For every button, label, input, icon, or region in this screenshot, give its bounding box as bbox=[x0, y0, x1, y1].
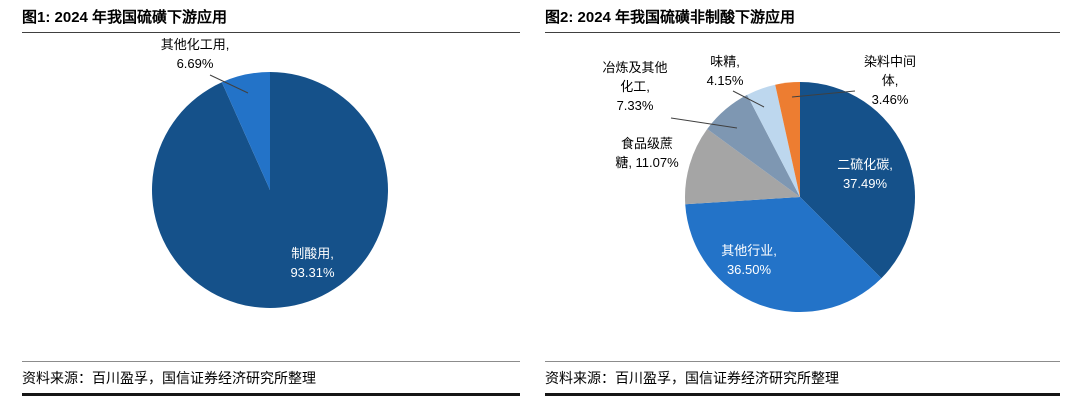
figure-2-source-note: 资料来源：百川盈孚，国信证券经济研究所整理 bbox=[545, 369, 839, 386]
pie-slice-其他行业 bbox=[685, 197, 882, 313]
figure-1-chart-area: 其他化工用, 6.69% 制酸用, 93.31% bbox=[22, 34, 520, 361]
figure-1-footer: 资料来源：百川盈孚，国信证券经济研究所整理 bbox=[22, 361, 520, 396]
pie-slice-染料中间体 bbox=[775, 82, 800, 197]
figure-1-panel: 图1: 2024 年我国硫磺下游应用 其他化工用, 6.69% 制酸用, 93.… bbox=[22, 6, 520, 396]
label-dye-intermediate: 染料中间 体, 3.46% bbox=[863, 54, 916, 107]
pie-slice-味精 bbox=[747, 84, 800, 197]
pie-slice-食品级蔗糖 bbox=[684, 129, 800, 205]
figure-2-chart-area: 冶炼及其他 化工, 7.33% 味精, 4.15% 染料中间 体, 3.46% … bbox=[545, 34, 1060, 361]
pie-slice-冶炼及其他化工 bbox=[707, 94, 800, 197]
figure-2-title: 图2: 2024 年我国硫磺非制酸下游应用 bbox=[545, 6, 1060, 33]
label-smelting-other-chemical: 冶炼及其他 化工, 7.33% bbox=[602, 60, 668, 113]
label-other-industries: 其他行业, 36.50% bbox=[721, 243, 777, 277]
label-food-grade-sucrose: 食品级蔗 糖, 11.07% bbox=[615, 136, 679, 170]
label-other-chemical-use: 其他化工用, 6.69% bbox=[160, 37, 230, 71]
figure-1-source-note: 资料来源：百川盈孚，国信证券经济研究所整理 bbox=[22, 369, 316, 386]
label-acid-making: 制酸用, 93.31% bbox=[290, 246, 335, 280]
figure-2-panel: 图2: 2024 年我国硫磺非制酸下游应用 冶炼及其他 化工, 7.33% 味精… bbox=[545, 6, 1060, 396]
label-msg: 味精, 4.15% bbox=[706, 54, 744, 88]
pie-chart-sulfur-downstream bbox=[151, 72, 388, 308]
label-carbon-disulfide: 二硫化碳, 37.49% bbox=[837, 157, 893, 191]
figure-2-footer: 资料来源：百川盈孚，国信证券经济研究所整理 bbox=[545, 361, 1060, 396]
pie-slice-制酸用 bbox=[151, 72, 388, 308]
figure-1-title: 图1: 2024 年我国硫磺下游应用 bbox=[22, 6, 520, 33]
pie-slice-其他化工用 bbox=[221, 72, 270, 190]
pie-slice-二硫化碳 bbox=[800, 82, 916, 279]
leader-lines bbox=[670, 90, 856, 129]
pie-chart-non-acid-downstream bbox=[684, 82, 916, 313]
leader-lines bbox=[209, 74, 249, 94]
